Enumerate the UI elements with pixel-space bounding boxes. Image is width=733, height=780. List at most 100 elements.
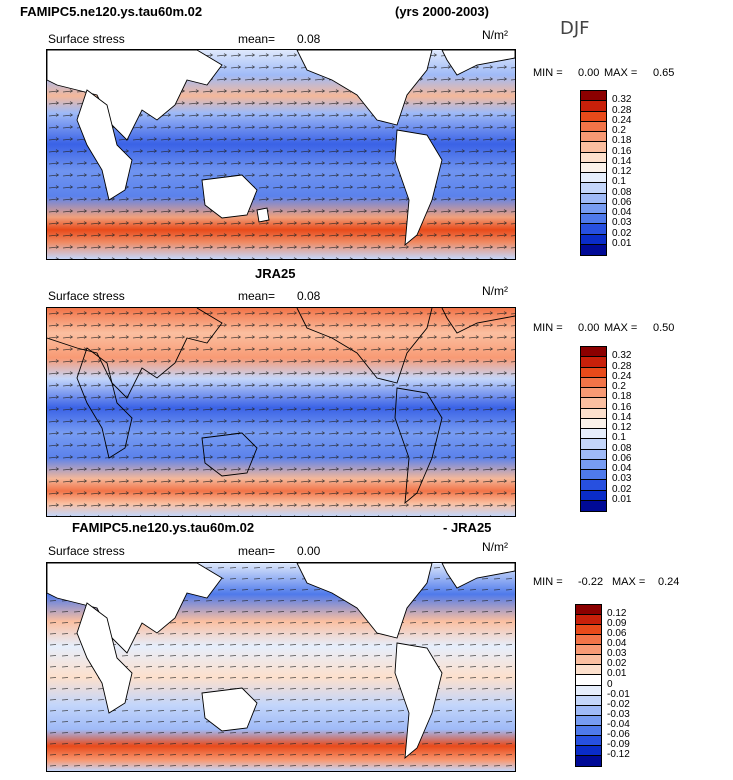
colorbar-tick-label: 0.01 [612, 237, 632, 249]
colorbar-tick-label: 0.03 [612, 473, 632, 485]
panel1-mean-label: mean= [238, 32, 276, 46]
years-label: (yrs 2000-2003) [395, 4, 489, 19]
colorbar-swatch [576, 615, 601, 626]
colorbar-swatch [576, 735, 601, 746]
panel3-max-label: MAX = [612, 576, 646, 588]
colorbar-tick-label: 0.1 [612, 176, 626, 188]
colorbar-swatch [581, 111, 606, 122]
colorbar-swatch [581, 377, 606, 388]
colorbar-swatch [576, 755, 601, 766]
colorbar-tick-label: 0.2 [612, 381, 626, 392]
colorbar-tick-label: 0.03 [607, 648, 627, 660]
panel2-mean-label: mean= [238, 289, 276, 303]
colorbar-tick-label: -0.09 [607, 738, 630, 750]
colorbar-swatch [576, 685, 601, 696]
panel1-variable: Surface stress [48, 32, 125, 46]
panel2-units: N/m² [482, 284, 508, 298]
colorbar-tick-label: 0.12 [607, 608, 627, 620]
panel3-mean-label: mean= [238, 544, 276, 558]
colorbar-tick-label: 0.24 [612, 114, 632, 126]
colorbar-tick-label: 0.01 [612, 493, 632, 505]
colorbar-swatch [576, 715, 601, 726]
colorbar-tick-label: 0.14 [612, 411, 632, 423]
colorbar-swatch [581, 347, 606, 358]
colorbar-tick-label: 0.06 [607, 628, 627, 640]
colorbar-swatch [581, 234, 606, 245]
colorbar-swatch [576, 725, 601, 736]
colorbar-swatch [581, 142, 606, 153]
colorbar-swatch [581, 490, 606, 501]
colorbar-swatch [581, 203, 606, 214]
colorbar-swatch [581, 224, 606, 235]
case-title: FAMIPC5.ne120.ys.tau60m.02 [20, 4, 203, 19]
panel3-heatmap [47, 563, 515, 771]
colorbar-tick-label: -0.02 [607, 698, 630, 710]
panel2-max-label: MAX = [604, 322, 638, 334]
colorbar-swatch [581, 132, 606, 143]
colorbar-swatch [576, 655, 601, 666]
panel2-title: JRA25 [255, 266, 296, 281]
panel2-mean-value: 0.08 [297, 289, 321, 303]
colorbar-tick-label: -0.04 [607, 718, 630, 730]
colorbar-tick-label: 0.28 [612, 104, 632, 116]
colorbar-swatch [581, 244, 606, 255]
panel1-units: N/m² [482, 28, 508, 42]
colorbar-swatch [581, 183, 606, 194]
colorbar-tick-label: 0.12 [612, 166, 632, 177]
colorbar-swatch [581, 101, 606, 112]
colorbar-tick-label: -0.03 [607, 708, 630, 720]
colorbar-swatch [581, 439, 606, 450]
colorbar-tick-label: 0.32 [612, 350, 632, 362]
colorbar-tick-label: -0.06 [607, 728, 630, 740]
colorbar-tick-label: 0.08 [612, 186, 632, 198]
colorbar-tick-label: 0.1 [612, 432, 626, 444]
colorbar-tick-label: -0.12 [607, 748, 630, 760]
colorbar-swatch [576, 745, 601, 756]
panel1-max-value: 0.65 [653, 67, 675, 79]
colorbar-tick-label: 0.02 [607, 658, 627, 670]
panel3-title-right: - JRA25 [443, 520, 492, 535]
panel2-map [46, 307, 516, 517]
panel3-colorbar [575, 604, 602, 767]
colorbar-swatch [581, 429, 606, 440]
colorbar-tick-label: 0.09 [607, 618, 627, 630]
colorbar-tick-label: 0.03 [612, 217, 632, 229]
colorbar-swatch [576, 635, 601, 646]
colorbar-tick-label: 0 [607, 678, 613, 690]
panel3-map [46, 562, 516, 772]
panel3-colorbar-ticks: 0.12 0.09 0.06 0.04 0.03 0.02 0.01 0 -0.01 -0.02-… [607, 604, 647, 767]
colorbar-swatch [581, 214, 606, 225]
colorbar-swatch [576, 675, 601, 686]
colorbar-swatch [581, 470, 606, 481]
colorbar-swatch [581, 500, 606, 511]
colorbar-tick-label: 0.06 [612, 452, 632, 464]
colorbar-swatch [581, 91, 606, 102]
colorbar-swatch [581, 162, 606, 173]
panel2-heatmap [47, 308, 515, 516]
colorbar-swatch [581, 398, 606, 409]
panel3-min-label: MIN = [533, 576, 563, 588]
colorbar-swatch [581, 388, 606, 399]
colorbar-swatch [581, 357, 606, 368]
colorbar-tick-label: 0.18 [612, 135, 632, 147]
colorbar-swatch [581, 121, 606, 132]
season-label: DJF [560, 18, 590, 39]
panel1-max-label: MAX = [604, 67, 638, 79]
colorbar-swatch [581, 193, 606, 204]
panel1-min-label: MIN = [533, 67, 563, 79]
colorbar-swatch [581, 367, 606, 378]
panel3-max-value: 0.24 [658, 576, 680, 588]
colorbar-tick-label: 0.18 [612, 391, 632, 403]
colorbar-swatch [576, 625, 601, 636]
colorbar-swatch [576, 665, 601, 676]
colorbar-tick-label: 0.16 [612, 401, 632, 413]
panel3-title-left: FAMIPC5.ne120.ys.tau60m.02 [72, 520, 255, 535]
panel2-min-label: MIN = [533, 322, 563, 334]
colorbar-swatch [581, 173, 606, 184]
panel3-mean-value: 0.00 [297, 544, 321, 558]
colorbar-tick-label: 0.2 [612, 125, 626, 136]
colorbar-tick-label: 0.32 [612, 94, 632, 106]
colorbar-swatch [581, 480, 606, 491]
panel2-colorbar-ticks: 0.32 0.28 0.24 0.2 0.18 0.16 0.14 0.12 0.1 0.08 0.… [612, 346, 652, 512]
panel1-mean-value: 0.08 [297, 32, 321, 46]
